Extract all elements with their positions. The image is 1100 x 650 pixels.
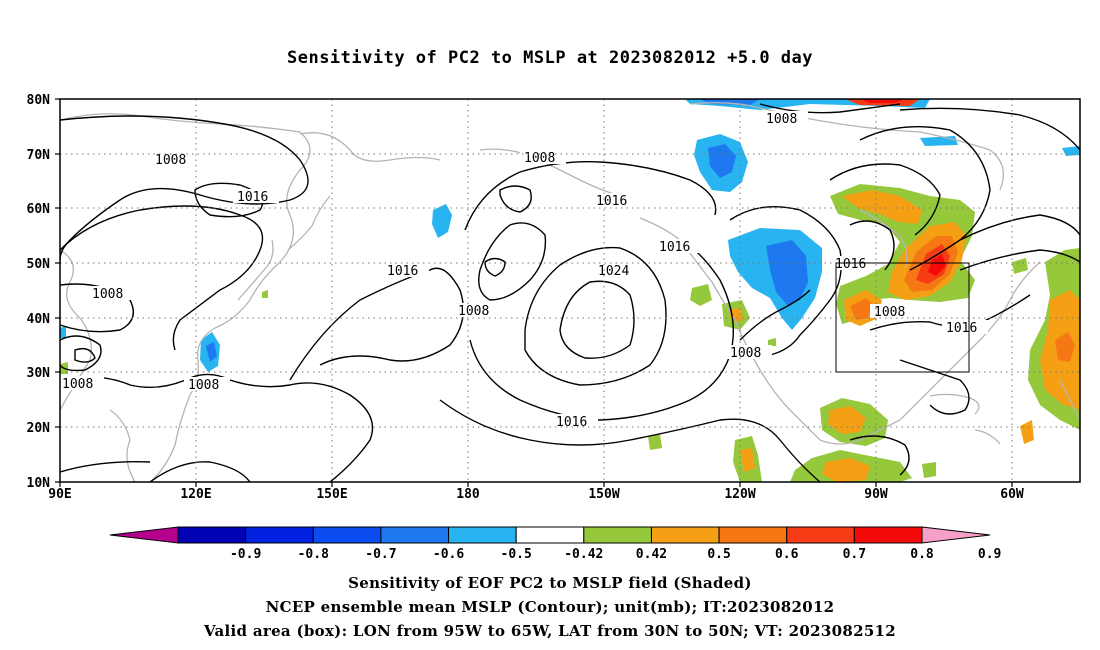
lon-label: 90W [864,487,888,502]
contour-label: 1016 [596,194,627,209]
contour-label: 1008 [188,378,219,393]
contour-label: 1008 [458,304,489,319]
contour-label: 1016 [237,190,268,205]
colorbar-swatch [786,526,855,544]
colorbar-swatch [177,526,247,544]
lat-label: 30N [27,366,51,381]
colorbar-label: -0.5 [501,547,532,562]
map-title: Sensitivity of PC2 to MSLP at 2023082012… [286,48,813,68]
valid-area-box [835,262,970,373]
caption-line-1: Sensitivity of EOF PC2 to MSLP field (Sh… [348,574,752,592]
contour-label: 1016 [556,415,587,430]
lat-label: 50N [27,257,51,272]
lon-label: 150E [316,487,347,502]
colorbar-swatch [583,526,652,544]
contour-label: 1016 [835,257,866,272]
colorbar-label: 0.8 [910,547,934,562]
contour-label: 1008 [874,305,905,320]
contour-label: 1008 [524,151,555,166]
caption-line-3: Valid area (box): LON from 95W to 65W, L… [203,622,897,640]
lon-label: 60W [1000,487,1024,502]
contour-label: 1016 [946,321,977,336]
sensitivity-shading [60,99,1080,482]
colorbar: -0.9 -0.8 -0.7 -0.6 -0.5 -0.42 0.42 0.5 0.6 0.7 0.… [109,526,1001,562]
colorbar-label: -0.8 [298,547,329,562]
lat-label: 10N [27,476,51,491]
colorbar-label: 0.5 [707,547,730,562]
colorbar-label: -0.6 [433,547,464,562]
contour-label: 1008 [766,112,797,127]
lat-label: 60N [27,202,51,217]
lat-label: 40N [27,312,51,327]
colorbar-label: 0.9 [978,547,1001,562]
colorbar-left-arrow [109,526,179,544]
colorbar-label: -0.9 [230,547,261,562]
colorbar-right-arrow [921,526,991,544]
lon-label: 120E [180,487,211,502]
latitude-labels: 80N 70N 60N 50N 40N 30N 20N 10N [27,93,51,491]
axis-ticks [55,98,1013,487]
contour-label: 1008 [155,153,186,168]
contour-label: 1016 [659,240,690,255]
map-frame [59,98,1081,483]
contour-label: 1008 [92,287,123,302]
colorbar-swatch [515,526,585,544]
colorbar-label: 0.6 [775,547,799,562]
lon-label: 90E [48,487,71,502]
lon-label: 150W [588,487,619,502]
coastlines [60,102,1080,482]
graticule [60,99,1080,482]
lon-label: 120W [724,487,755,502]
colorbar-label: -0.42 [564,547,603,562]
colorbar-label: 0.7 [843,547,866,562]
contour-label: 1016 [387,264,418,279]
caption-line-2: NCEP ensemble mean MSLP (Contour); unit(… [265,598,835,616]
colorbar-swatch [312,526,382,544]
longitude-labels: 90E 120E 150E 180 150W 120W 90W 60W [48,487,1024,502]
lat-label: 80N [27,93,51,108]
colorbar-swatch [448,526,517,544]
lat-label: 70N [27,148,51,163]
contour-labels: 1008 1016 1008 1008 1008 1016 1008 1008 … [58,111,988,430]
contour-label: 1008 [730,346,761,361]
colorbar-swatch [853,526,923,544]
colorbar-swatch [380,526,450,544]
lon-label: 180 [456,487,480,502]
colorbar-swatch [650,526,720,544]
colorbar-label: 0.42 [636,547,667,562]
contour-label: 1024 [598,264,629,279]
lat-label: 20N [27,421,51,436]
colorbar-swatch [245,526,314,544]
colorbar-label: -0.7 [365,547,396,562]
colorbar-swatch [718,526,788,544]
mslp-contours [60,103,1080,482]
contour-label: 1008 [62,377,93,392]
